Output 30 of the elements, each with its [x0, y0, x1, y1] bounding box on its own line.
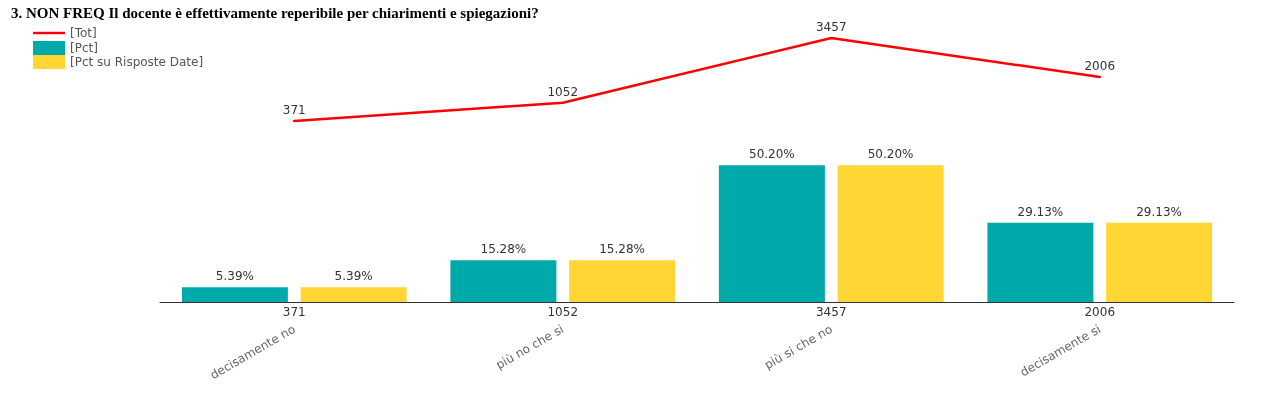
chart-title: 3. NON FREQ Il docente è effettivamente reperibile per chiarimenti e spiegazioni? [11, 4, 539, 21]
x-tick-label: più si che no [761, 321, 835, 373]
text: 2006 [1084, 305, 1116, 319]
data-label: 371 [282, 103, 306, 118]
data-label: 29.13% [1017, 204, 1064, 219]
data-label: 50.20% [749, 147, 795, 162]
text: 3457 [815, 305, 847, 319]
bar [300, 287, 407, 302]
data-label: 5.39% [215, 269, 254, 284]
legend-label: [Pct su Risposte Date] [70, 55, 204, 69]
data-label: 3457 [815, 20, 847, 34]
data-label: 50.20% [867, 147, 914, 162]
data-label: 15.28% [480, 242, 527, 257]
bar [837, 165, 944, 302]
text: 371 [282, 305, 306, 319]
data-label: 29.13% [1136, 204, 1182, 219]
bar [718, 165, 825, 302]
legend-label: [Tot] [70, 26, 97, 40]
bar [987, 222, 1094, 302]
data-label: 2006 [1084, 59, 1116, 74]
bar [1106, 222, 1213, 302]
bar [181, 287, 288, 302]
data-label: 1052 [547, 84, 579, 99]
bar [450, 260, 557, 302]
bar [569, 260, 676, 302]
x-tick-label: più no che si [493, 321, 567, 373]
data-label: 5.39% [334, 269, 373, 284]
legend-label: [Pct] [70, 41, 98, 55]
data-label: 15.28% [599, 242, 645, 257]
text: 1052 [547, 305, 579, 319]
